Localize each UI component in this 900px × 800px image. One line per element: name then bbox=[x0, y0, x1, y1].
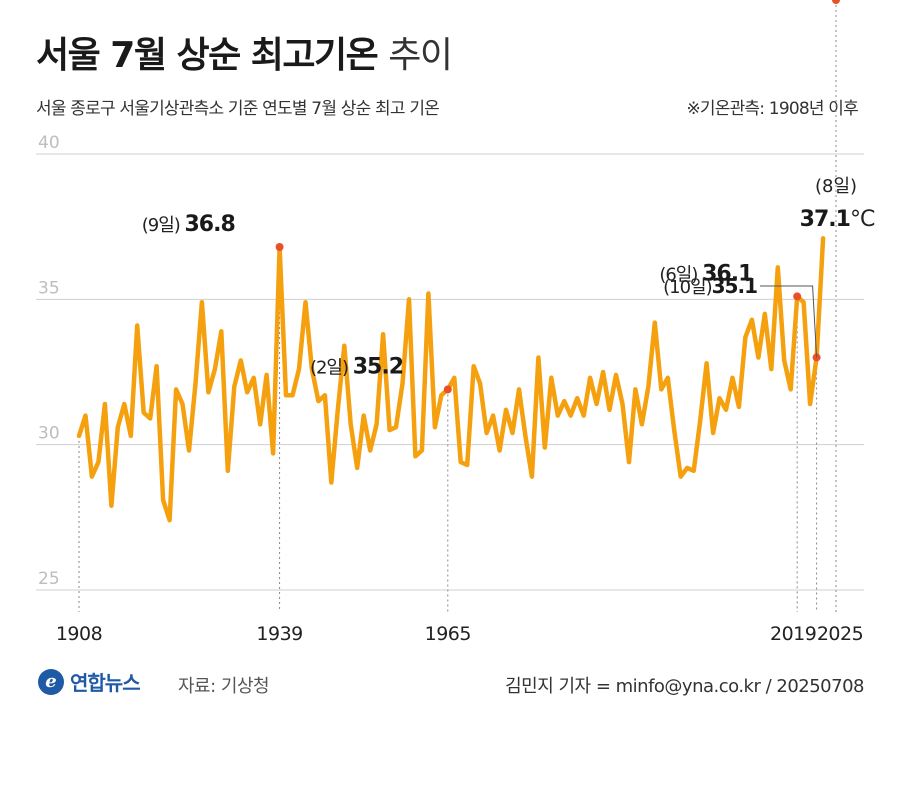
x-tick-label-2025: 2025 bbox=[817, 623, 863, 645]
yonhap-logo-icon: e bbox=[38, 668, 64, 695]
y-tick-label-40: 40 bbox=[38, 133, 60, 153]
annotation-value-2025: 37.1°C bbox=[800, 207, 875, 232]
highlight-dot-1965 bbox=[443, 385, 452, 394]
logo-text: 연합뉴스 bbox=[70, 671, 141, 695]
line-chart: 40 35 30 25 1908 1939 1965 2019 2025 (9일) 36.8 (2일… bbox=[36, 0, 876, 645]
y-tick-label-25: 25 bbox=[38, 569, 60, 589]
highlight-dot-2025 bbox=[832, 0, 840, 4]
observation-note: ※기온관측: 1908년 이후 bbox=[686, 99, 858, 119]
highlight-dot-2019 bbox=[793, 292, 802, 301]
chart-title: 서울 7월 상순 최고기온 추이 bbox=[36, 26, 453, 78]
annotation-leader-2022 bbox=[760, 285, 818, 358]
x-tick-label-1965: 1965 bbox=[425, 623, 471, 645]
annotation-label-2019: (6일) 36.1 bbox=[659, 261, 752, 286]
reporter-credit: 김민지 기자 = minfo@yna.co.kr / 20250708 bbox=[505, 676, 864, 697]
highlight-dot-1939 bbox=[275, 243, 284, 252]
y-tick-label-35: 35 bbox=[38, 278, 60, 298]
chart-subtitle: 서울 종로구 서울기상관측소 기준 연도별 7월 상순 최고 기온 bbox=[36, 99, 440, 119]
annotation-label-2022: (10일)35.1 bbox=[663, 274, 757, 298]
x-tick-label-2019: 2019 bbox=[770, 623, 816, 645]
annotation-label-1965: (2일) 35.2 bbox=[310, 354, 403, 379]
y-tick-label-30: 30 bbox=[38, 424, 60, 444]
x-tick-label-1908: 1908 bbox=[56, 623, 102, 645]
annotation-day-2025: (8일) bbox=[815, 176, 857, 197]
annotation-label-1939: (9일) 36.8 bbox=[142, 212, 235, 237]
x-tick-label-1939: 1939 bbox=[256, 623, 302, 645]
title-bold: 서울 7월 상순 최고기온 bbox=[36, 35, 379, 76]
data-source: 자료: 기상청 bbox=[178, 676, 270, 697]
series-line bbox=[76, 236, 826, 523]
title-light: 추이 bbox=[388, 35, 453, 76]
yonhap-logo: e 연합뉴스 bbox=[38, 667, 141, 696]
